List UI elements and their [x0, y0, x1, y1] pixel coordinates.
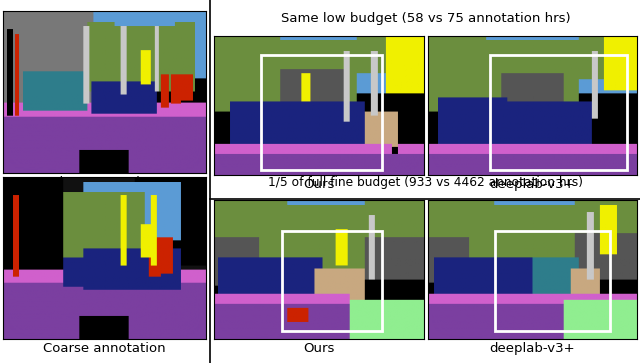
X-axis label: deeplab-v3+: deeplab-v3+: [490, 342, 575, 355]
Bar: [495, 231, 610, 331]
Text: 1/5 of full fine budget (933 vs 4462 annotation hrs): 1/5 of full fine budget (933 vs 4462 ann…: [268, 176, 584, 189]
X-axis label: Ours: Ours: [303, 178, 335, 191]
X-axis label: Ours: Ours: [303, 342, 335, 355]
Text: Same low budget (58 vs 75 annotation hrs): Same low budget (58 vs 75 annotation hrs…: [281, 12, 571, 25]
Bar: [260, 55, 382, 170]
Bar: [490, 55, 627, 170]
X-axis label: deeplab-v3+: deeplab-v3+: [490, 178, 575, 191]
Bar: [282, 231, 382, 331]
X-axis label: Coarse annotation: Coarse annotation: [44, 342, 166, 355]
X-axis label: Fine annotation: Fine annotation: [53, 176, 156, 189]
